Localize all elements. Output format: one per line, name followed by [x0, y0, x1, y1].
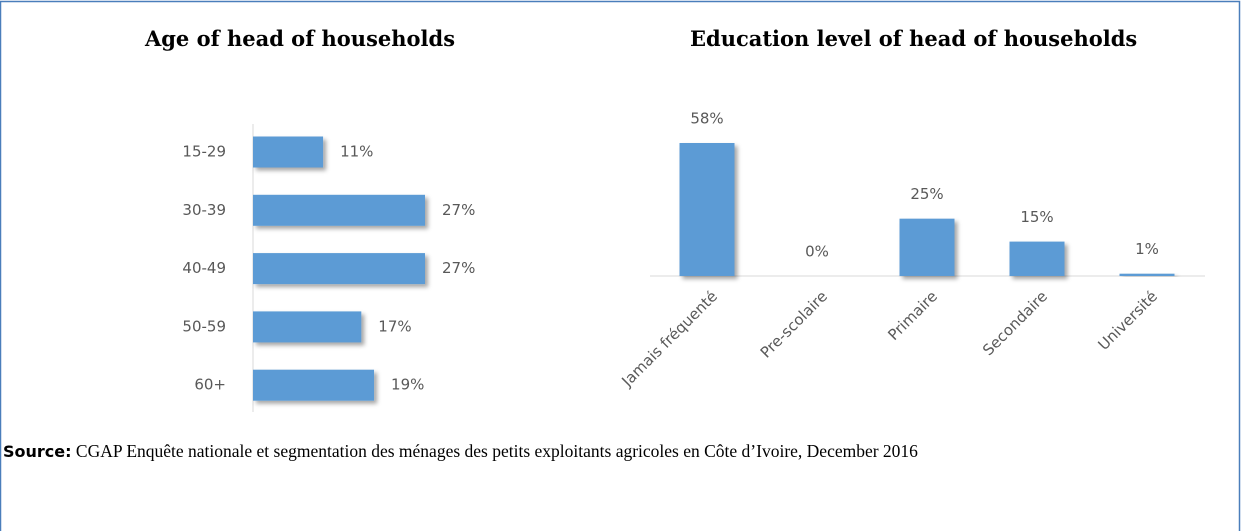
value-label: 27%	[442, 201, 475, 219]
bar	[1009, 241, 1065, 276]
bar	[253, 194, 425, 226]
bar	[253, 369, 375, 401]
bar	[253, 136, 324, 168]
category-label: Secondaire	[979, 287, 1051, 359]
value-label: 17%	[378, 317, 411, 335]
category-label: Jamais fréquenté	[617, 287, 721, 391]
category-label: Pre-scolaire	[757, 287, 831, 361]
category-label: Primaire	[884, 287, 941, 344]
category-label: 15-29	[182, 143, 226, 161]
source-note: Source: CGAP Enquête nationale et segmen…	[3, 438, 1239, 465]
chart-title: Age of head of households	[144, 26, 455, 51]
category-label: 50-59	[182, 317, 226, 335]
bar	[899, 218, 955, 276]
chart-title: Education level of head of households	[690, 26, 1137, 51]
value-label: 0%	[805, 243, 829, 261]
source-text: CGAP Enquête nationale et segmentation d…	[75, 441, 918, 461]
value-label: 25%	[910, 185, 943, 203]
bar	[1119, 273, 1175, 276]
value-label: 27%	[442, 259, 475, 277]
category-label: Université	[1095, 287, 1161, 353]
category-label: 60+	[194, 376, 226, 394]
category-label: 30-39	[182, 201, 226, 219]
value-label: 15%	[1020, 208, 1053, 226]
value-label: 11%	[340, 143, 373, 161]
bar	[679, 143, 735, 276]
source-label: Source:	[3, 442, 72, 461]
value-label: 19%	[391, 376, 424, 394]
category-label: 40-49	[182, 259, 226, 277]
bar	[253, 311, 362, 343]
value-label: 1%	[1135, 240, 1159, 258]
bar	[253, 253, 425, 285]
value-label: 58%	[690, 110, 723, 128]
